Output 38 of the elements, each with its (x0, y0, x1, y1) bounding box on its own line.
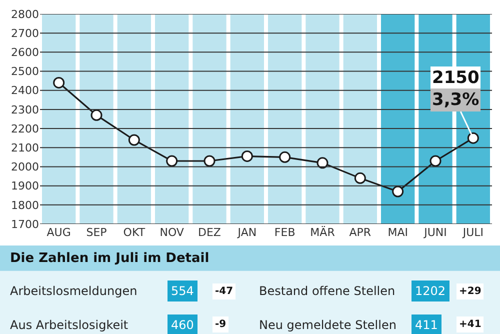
x-tick-label: SEP (86, 226, 108, 239)
text: Aus Arbeitslosigkeit (10, 318, 128, 332)
x-tick-label: APR (349, 226, 372, 239)
x-tick-label: NOV (160, 226, 184, 239)
x-tick-label: JAN (236, 226, 257, 239)
y-tick-label: 2300 (11, 103, 39, 116)
text: Die Zahlen im Juli im Detail (10, 251, 210, 266)
y-tick-label: 2800 (11, 8, 39, 21)
text: Bestand offene Stellen (259, 284, 396, 298)
text: 411 (415, 318, 438, 332)
text: 554 (171, 284, 194, 298)
y-tick-label: 2200 (11, 122, 39, 136)
text: 460 (171, 318, 194, 332)
y-tick-label: 2400 (11, 84, 39, 98)
y-tick-label: 2100 (11, 141, 39, 154)
x-tick-label: MÄR (310, 225, 336, 239)
y-tick-label: 1900 (11, 180, 39, 193)
y-tick-label: 2500 (11, 65, 39, 78)
text: Arbeitslosmeldungen (10, 284, 138, 298)
text: -9 (215, 319, 226, 330)
text: -47 (215, 286, 234, 297)
x-tick-label: MAI (388, 226, 408, 239)
text: Neu gemeldete Stellen (259, 318, 396, 332)
y-tick-label: 1800 (11, 198, 39, 212)
x-tick-label: DEZ (198, 226, 222, 239)
x-tick-label: JUNI (423, 226, 447, 239)
x-tick-label: FEB (274, 226, 296, 239)
x-tick-label: OKT (123, 226, 146, 239)
text: +29 (459, 286, 482, 297)
text: +41 (459, 319, 482, 330)
annotation: 2150 3,3% (432, 68, 480, 110)
y-tick-label: 2000 (11, 160, 39, 174)
y-tick-label: 2700 (11, 26, 39, 40)
text: 1202 (415, 284, 446, 298)
x-tick-label: JULI (462, 226, 484, 239)
x-tick-label: AUG (46, 226, 71, 239)
y-tick-label: 1700 (11, 218, 39, 231)
y-tick-label: 2600 (11, 46, 39, 60)
